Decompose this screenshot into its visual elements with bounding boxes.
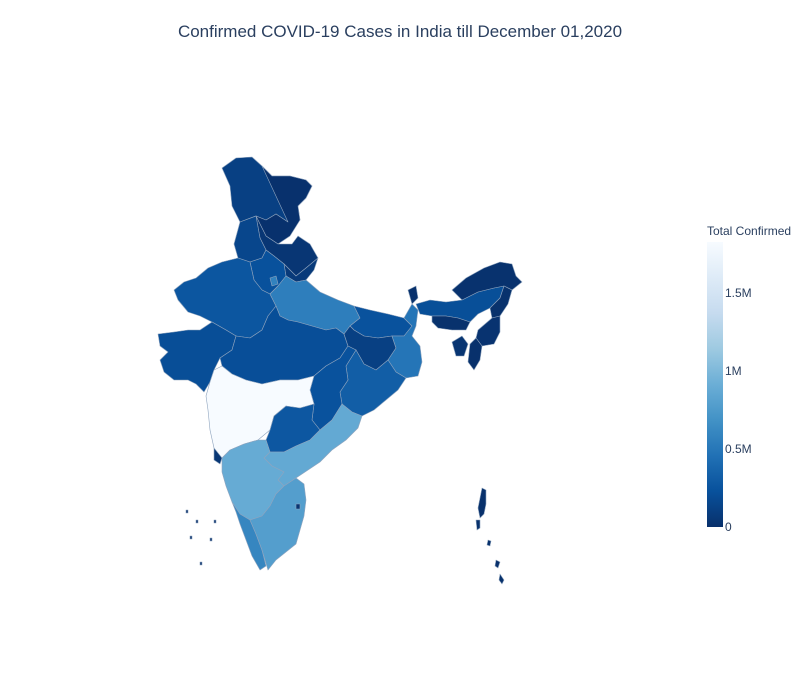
region-goa[interactable] (213, 447, 223, 465)
region-lakshadweep[interactable] (185, 509, 217, 566)
region-mizoram[interactable] (467, 337, 483, 371)
region-andaman-and-nicobar-islands[interactable] (475, 487, 505, 585)
colorbar-tick-label: 1.5M (725, 285, 752, 300)
colorbar-title: Total Confirmed (707, 224, 792, 238)
colorbar-tick-label: 0 (725, 520, 732, 534)
chart-title: Confirmed COVID-19 Cases in India till D… (177, 22, 623, 41)
region-sikkim[interactable] (407, 285, 419, 305)
region-ladakh[interactable] (255, 165, 313, 245)
colorbar-tick-label: 1M (725, 363, 742, 378)
region-tamil-nadu[interactable] (249, 477, 307, 571)
region-manipur[interactable] (475, 315, 501, 347)
region-delhi[interactable] (269, 275, 279, 287)
region-kerala[interactable] (231, 501, 267, 571)
region-puducherry[interactable] (295, 503, 301, 510)
region-arunachal-pradesh[interactable] (451, 261, 523, 301)
region-meghalaya[interactable] (431, 315, 471, 331)
region-tripura[interactable] (451, 335, 469, 357)
region-west-bengal[interactable] (387, 303, 423, 379)
colorbar-tick-label: 0.5M (725, 441, 752, 456)
colorbar (707, 242, 723, 527)
colorbar-gradient (707, 242, 723, 527)
